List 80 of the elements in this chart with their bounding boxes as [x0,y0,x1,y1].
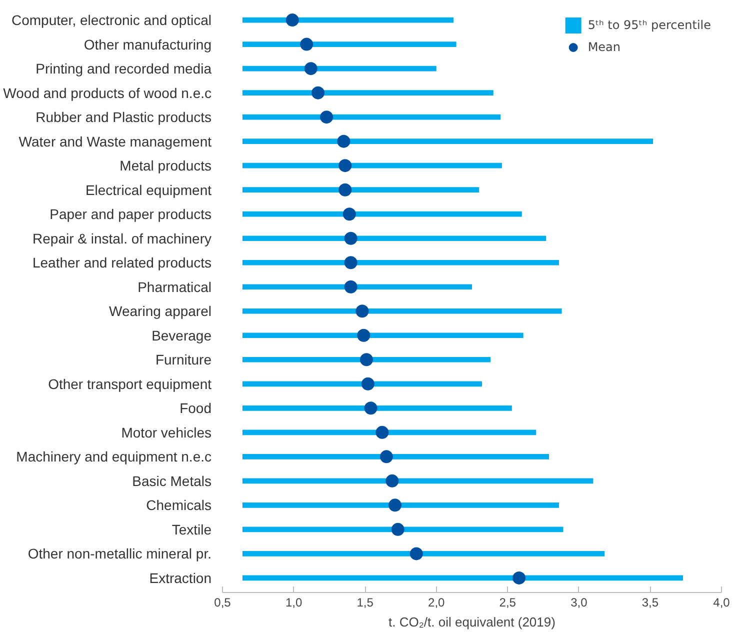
point [388,498,402,512]
bar [242,211,522,217]
y-tick-label: Computer, electronic and optical [12,12,212,28]
bar [242,551,605,556]
point [357,328,370,342]
x-tick-label: 3,5 [642,596,659,610]
point [410,547,423,560]
x-tick-label: 0,5 [214,596,232,610]
point [344,280,358,294]
bar [242,42,456,47]
y-tick-label: Other non-metallic mineral pr. [28,546,212,562]
point [320,110,334,124]
y-tick-label: Paper and paper products [50,206,212,222]
bar [242,138,654,144]
y-tick-label: Leather and related products [32,254,212,271]
legend-label: 5ᵗʰ to 95ᵗʰ percentile [588,18,711,32]
bar [242,356,491,362]
bar [242,430,536,436]
bar [242,90,494,96]
point [512,571,526,584]
bar [242,187,480,193]
y-tick-label: Motor vehicles [121,424,212,440]
y-tick-label: Pharmatical [138,278,212,295]
y-tick-label: Wearing apparel [109,303,212,320]
y-tick-label: Textile [172,521,212,538]
y-tick-label: Furniture [155,352,212,368]
bar [242,502,559,508]
y-tick-label: Basic Metals [132,472,212,489]
y-tick-label: Other manufacturing [84,36,212,52]
point [344,232,358,245]
point [304,62,318,76]
x-tick-label: 1,5 [356,596,374,610]
point [344,256,358,270]
y-tick-label: Water and Waste management [18,133,212,150]
point [312,86,325,100]
y-tick-label: Food [180,400,212,416]
x-tick-label: 3,0 [570,596,588,610]
x-tick-label: 1,0 [285,596,302,610]
x-tick-label: 4,0 [713,596,730,610]
x-axis-title: t. CO₂/t. oil equivalent (2019) [388,614,556,630]
point [338,183,352,196]
y-tick-label: Extraction [149,570,212,586]
bar [242,405,512,411]
bar [242,526,564,532]
y-tick-label: Chemicals [146,497,212,514]
y-tick-label: Wood and products of wood n.e.c [3,84,212,101]
bar [242,454,549,460]
bar [242,478,594,484]
point [361,377,374,390]
point [380,450,393,464]
y-tick-label: Machinery and equipment n.e.c [16,448,212,465]
point [337,134,350,148]
y-tick-label: Printing and recorded media [36,60,212,77]
point [386,474,399,488]
x-tick-label: 2,5 [499,596,516,610]
bar [242,381,482,387]
legend-label: Mean [588,40,621,54]
y-tick-label: Electrical equipment [85,182,212,198]
point [360,353,373,366]
point [300,38,314,51]
x-tick-label: 2,0 [428,596,446,610]
y-tick-label: Metal products [120,158,212,174]
point [338,159,352,172]
point [342,208,356,221]
point [376,426,389,439]
point [356,304,369,318]
point [286,14,299,27]
bar [242,260,559,266]
point [391,522,404,536]
bar [242,236,546,242]
bar [242,332,524,338]
bar [242,162,502,168]
point [364,402,378,415]
bar [242,575,684,581]
bar [242,308,562,314]
y-tick-label: Beverage [152,327,212,344]
bar [242,284,472,290]
y-tick-label: Other transport equipment [48,376,212,392]
y-tick-label: Repair & instal. of machinery [32,230,212,246]
y-tick-label: Rubber and Plastic products [36,109,212,126]
